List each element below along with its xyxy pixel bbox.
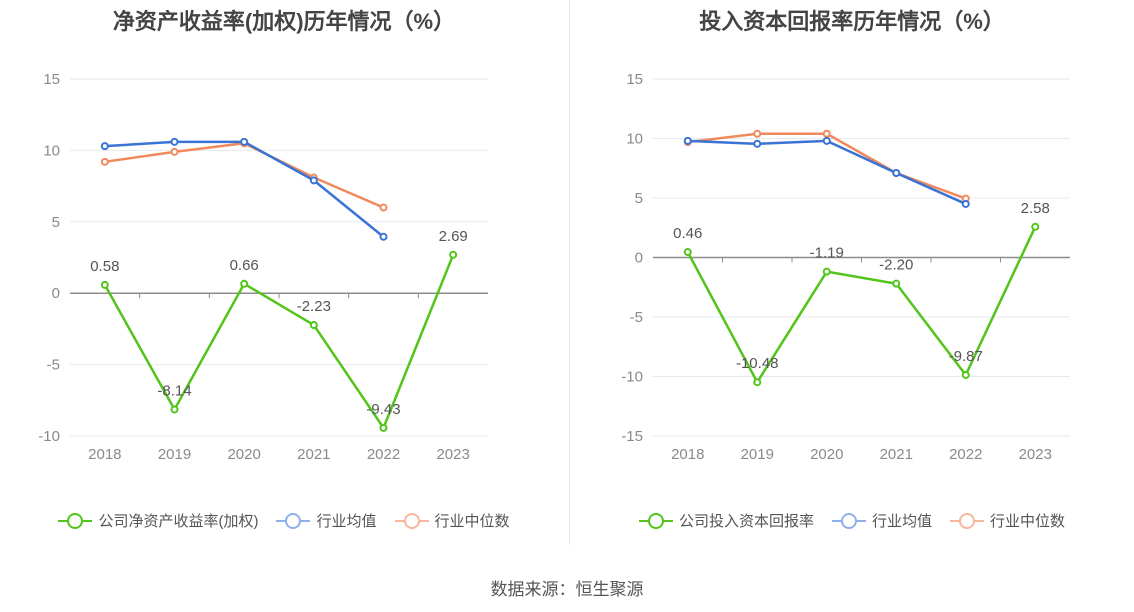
- series-line-avg: [687, 139, 967, 206]
- data-point-company[interactable]: [683, 248, 692, 257]
- y-tick-label: 15: [626, 71, 643, 88]
- x-tick-label: 2020: [810, 446, 843, 463]
- series-line-median: [104, 142, 384, 209]
- chart-title: 净资产收益率(加权)历年情况（%）: [112, 9, 456, 34]
- x-tick-label: 2019: [741, 446, 774, 463]
- data-point-company[interactable]: [309, 321, 318, 330]
- data-point-median[interactable]: [379, 203, 388, 212]
- data-label: -2.23: [297, 298, 331, 315]
- x-tick-label: 2022: [367, 446, 400, 463]
- y-tick-label: 15: [43, 71, 60, 88]
- legend-company-swatch: [58, 512, 93, 529]
- x-tick-label: 2019: [158, 446, 191, 463]
- data-label: -9.87: [949, 348, 983, 365]
- x-tick-label: 2021: [880, 446, 913, 463]
- series-line-company: [686, 226, 1037, 384]
- x-tick-label: 2022: [949, 446, 982, 463]
- data-source: 数据来源：恒生聚源: [490, 580, 644, 599]
- series-line-company: [103, 254, 455, 430]
- data-point-avg[interactable]: [379, 232, 388, 241]
- legend-item-avg[interactable]: 行业均值: [831, 510, 932, 531]
- data-label: 2.69: [439, 228, 468, 245]
- data-point-median[interactable]: [822, 129, 831, 138]
- legend-avg-swatch: [831, 512, 866, 529]
- y-tick-label: 0: [635, 250, 643, 267]
- x-tick-label: 2020: [227, 446, 260, 463]
- chart-legend: 公司投入资本回报率 行业均值 行业中位数: [570, 510, 1134, 531]
- legend-label: 公司净资产收益率(加权): [98, 513, 259, 530]
- x-tick-label: 2018: [671, 446, 704, 463]
- data-point-company[interactable]: [449, 250, 458, 259]
- x-tick-label: 2023: [1019, 446, 1052, 463]
- x-tick-label: 2021: [297, 446, 330, 463]
- y-tick-label: -10: [621, 369, 643, 386]
- data-label: -9.43: [366, 401, 400, 418]
- data-point-avg[interactable]: [822, 136, 831, 145]
- data-point-avg[interactable]: [892, 169, 901, 178]
- y-tick-label: 10: [626, 131, 643, 148]
- data-point-avg[interactable]: [100, 142, 109, 151]
- data-point-avg[interactable]: [309, 176, 318, 185]
- y-tick-label: 0: [52, 285, 60, 302]
- data-point-avg[interactable]: [240, 137, 249, 146]
- y-tick-label: 5: [635, 190, 643, 207]
- chart-title: 投入资本回报率历年情况（%）: [699, 9, 1005, 34]
- legend-label: 行业均值: [316, 513, 377, 530]
- data-point-median[interactable]: [170, 147, 179, 156]
- legend-item-company[interactable]: 公司净资产收益率(加权): [58, 510, 258, 531]
- data-label: -1.19: [810, 245, 844, 262]
- data-point-company[interactable]: [170, 405, 179, 414]
- y-tick-label: -15: [621, 428, 643, 445]
- legend-median-swatch: [950, 512, 984, 529]
- legend-item-median[interactable]: 行业中位数: [394, 510, 510, 531]
- legend-median-swatch: [394, 512, 429, 529]
- data-point-avg[interactable]: [683, 136, 692, 145]
- chart-legend: 公司净资产收益率(加权) 行业均值 行业中位数: [0, 510, 568, 531]
- data-point-company[interactable]: [1031, 222, 1040, 231]
- legend-item-median[interactable]: 行业中位数: [950, 510, 1065, 531]
- data-point-company[interactable]: [379, 423, 388, 432]
- data-label: 0.66: [230, 257, 259, 274]
- legend-item-avg[interactable]: 行业均值: [276, 510, 377, 531]
- panel-divider: [569, 0, 570, 545]
- data-label: 0.58: [90, 258, 119, 275]
- data-point-avg[interactable]: [961, 199, 970, 208]
- roic-chart-panel: 投入资本回报率历年情况（%） 15 10 5 0 -5 -10 -15 2018 2019 202…: [570, 0, 1134, 545]
- legend-label: 行业中位数: [434, 513, 510, 530]
- y-tick-label: 10: [43, 142, 60, 159]
- data-label: -2.20: [879, 257, 913, 274]
- legend-company-swatch: [638, 512, 673, 529]
- data-label: 0.46: [673, 225, 702, 242]
- data-point-avg[interactable]: [170, 137, 179, 146]
- x-tick-label: 2023: [436, 446, 469, 463]
- roe-chart-plot: 15 10 5 0 -5 -10 2018 2019 2020 2021 2022 2023 0.58 -…: [38, 71, 488, 463]
- roic-chart-plot: 15 10 5 0 -5 -10 -15 2018 2019 2020 2021 2022 2023 0.…: [621, 71, 1070, 463]
- data-point-company[interactable]: [240, 279, 249, 288]
- legend-avg-swatch: [276, 512, 311, 529]
- legend-label: 公司投入资本回报率: [678, 513, 814, 530]
- legend-item-company[interactable]: 公司投入资本回报率: [638, 510, 814, 531]
- data-point-median[interactable]: [753, 129, 762, 138]
- legend-label: 行业中位数: [990, 513, 1066, 530]
- y-tick-label: -10: [38, 428, 60, 445]
- y-tick-label: -5: [630, 309, 643, 326]
- roe-chart-panel: 净资产收益率(加权)历年情况（%） 15 10 5 0 -5 -10 2018 2019 202…: [0, 0, 568, 545]
- data-label: -10.48: [736, 355, 779, 372]
- data-point-company[interactable]: [892, 279, 901, 288]
- data-point-median[interactable]: [100, 157, 109, 166]
- data-point-avg[interactable]: [753, 139, 762, 148]
- data-label: 2.58: [1021, 200, 1050, 217]
- data-point-company[interactable]: [822, 267, 831, 276]
- y-tick-label: 5: [52, 214, 60, 231]
- legend-label: 行业均值: [871, 513, 932, 530]
- x-tick-label: 2018: [88, 446, 121, 463]
- data-point-company[interactable]: [961, 370, 970, 379]
- data-point-company[interactable]: [753, 378, 762, 387]
- data-point-company[interactable]: [100, 280, 109, 289]
- data-label: -8.14: [157, 382, 191, 399]
- y-tick-label: -5: [47, 357, 60, 374]
